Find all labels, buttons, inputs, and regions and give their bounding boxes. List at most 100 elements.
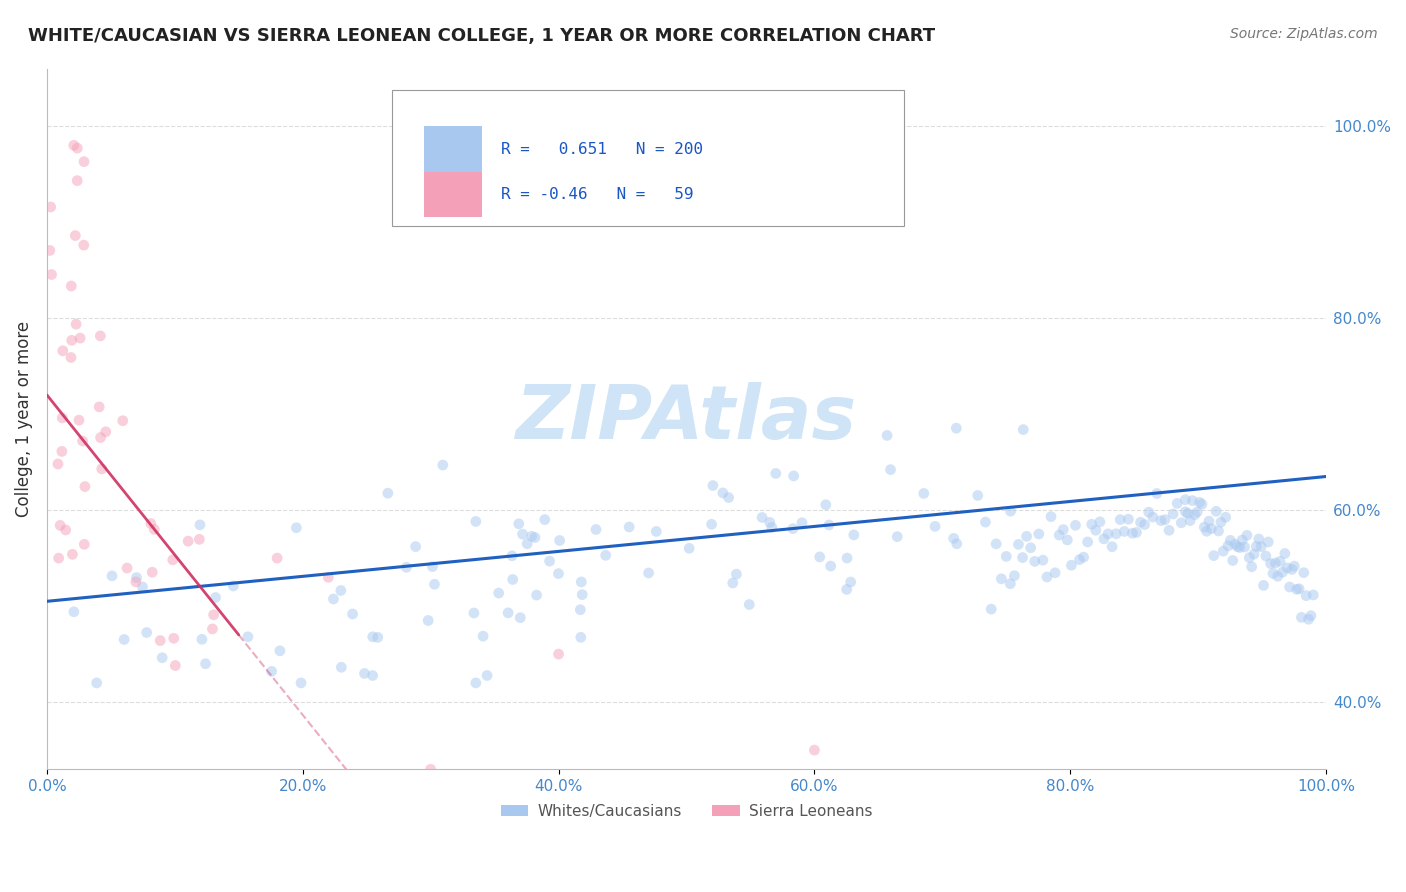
Point <box>548 533 571 548</box>
Point <box>508 516 530 531</box>
Point <box>502 573 524 587</box>
Point <box>782 522 804 536</box>
Point <box>73 238 96 252</box>
Text: ZIPAtlas: ZIPAtlas <box>516 383 858 456</box>
Point <box>758 516 780 530</box>
Point <box>842 528 865 542</box>
Point <box>782 469 804 483</box>
Point <box>1060 558 1083 573</box>
Point <box>790 516 813 530</box>
Point <box>990 572 1012 586</box>
Point <box>533 513 555 527</box>
Point <box>1114 524 1136 539</box>
Point <box>150 650 173 665</box>
Point <box>569 574 592 589</box>
Text: WHITE/CAUCASIAN VS SIERRA LEONEAN COLLEGE, 1 YEAR OR MORE CORRELATION CHART: WHITE/CAUCASIAN VS SIERRA LEONEAN COLLEG… <box>28 27 935 45</box>
Point <box>163 632 186 646</box>
Point <box>1281 562 1303 576</box>
FancyBboxPatch shape <box>392 89 904 227</box>
Point <box>924 519 946 533</box>
Point <box>236 630 259 644</box>
Point <box>125 571 148 585</box>
Point <box>569 603 592 617</box>
Point <box>149 633 172 648</box>
Point <box>329 583 352 598</box>
Point <box>188 517 211 532</box>
Point <box>571 588 593 602</box>
FancyBboxPatch shape <box>425 172 482 218</box>
Point <box>1170 516 1192 530</box>
Point <box>501 549 523 563</box>
Point <box>942 532 965 546</box>
Point <box>260 665 283 679</box>
Point <box>51 444 73 458</box>
Point <box>1052 523 1074 537</box>
Point <box>353 666 375 681</box>
Point <box>422 559 444 574</box>
Point <box>1185 505 1208 519</box>
Point <box>1002 568 1025 582</box>
Point <box>1230 533 1253 547</box>
Point <box>66 173 89 187</box>
Point <box>177 534 200 549</box>
Point <box>1298 612 1320 626</box>
Point <box>1267 569 1289 583</box>
Point <box>1036 570 1059 584</box>
Text: R =   0.651   N = 200: R = 0.651 N = 200 <box>501 142 703 157</box>
Point <box>41 268 63 282</box>
Point <box>1146 486 1168 500</box>
Point <box>512 527 534 541</box>
Point <box>751 510 773 524</box>
Point <box>488 586 510 600</box>
Point <box>1007 537 1029 551</box>
Point <box>1137 505 1160 519</box>
Point <box>1080 517 1102 532</box>
Point <box>62 138 84 153</box>
Point <box>1191 497 1213 511</box>
Point <box>524 531 547 545</box>
Point <box>188 533 211 547</box>
Point <box>1097 526 1119 541</box>
Point <box>1284 559 1306 574</box>
Point <box>55 523 77 537</box>
Point <box>820 559 842 574</box>
Point <box>839 574 862 589</box>
Text: Source: ZipAtlas.com: Source: ZipAtlas.com <box>1230 27 1378 41</box>
Point <box>418 614 440 628</box>
Point <box>509 610 531 624</box>
Point <box>1254 549 1277 563</box>
Point <box>1024 554 1046 568</box>
Point <box>1247 532 1270 546</box>
Point <box>738 598 761 612</box>
Point <box>1260 557 1282 571</box>
Point <box>318 570 340 584</box>
Point <box>1092 532 1115 546</box>
Point <box>1219 533 1241 548</box>
Point <box>678 541 700 556</box>
Point <box>637 566 659 580</box>
Point <box>808 549 831 564</box>
Point <box>266 551 288 566</box>
Point <box>1101 540 1123 554</box>
Legend: Whites/Caucasians, Sierra Leoneans: Whites/Caucasians, Sierra Leoneans <box>495 797 879 825</box>
Point <box>700 517 723 532</box>
Point <box>645 524 668 539</box>
Point <box>547 566 569 581</box>
Point <box>1047 528 1070 542</box>
Point <box>1161 507 1184 521</box>
Point <box>1181 493 1204 508</box>
Point <box>162 553 184 567</box>
Point <box>995 549 1018 564</box>
Point <box>520 529 543 543</box>
Point <box>1240 559 1263 574</box>
Point <box>94 425 117 439</box>
Point <box>1194 520 1216 534</box>
Point <box>39 200 62 214</box>
Point <box>1073 550 1095 565</box>
Point <box>377 486 399 500</box>
Point <box>711 486 734 500</box>
Point <box>986 537 1008 551</box>
Point <box>63 605 86 619</box>
Point <box>1264 556 1286 570</box>
Point <box>1012 423 1035 437</box>
